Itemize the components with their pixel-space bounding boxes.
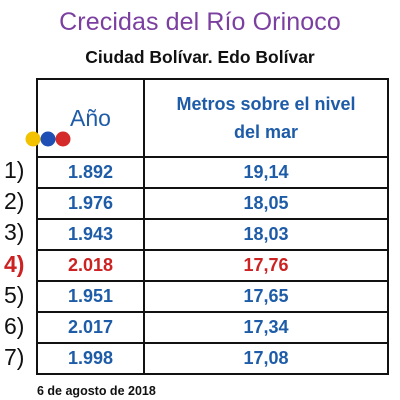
- meters-header-line2: del mar: [233, 122, 299, 142]
- page-title: Crecidas del Río Orinoco: [59, 8, 341, 36]
- rank-label: 1): [4, 157, 25, 183]
- table-row: 1.892 19,14: [36, 156, 389, 189]
- table-header-row: Año Metros sobre el nivel del mar: [36, 78, 389, 158]
- rank-label: 4): [4, 250, 25, 277]
- table-row: 1.998 17,08: [36, 342, 389, 375]
- publication-date: 6 de agosto de 2018: [37, 384, 156, 398]
- meters-cell: 18,03: [143, 218, 389, 251]
- year-cell: 1.951: [36, 280, 145, 313]
- table-row: 2.018 17,76: [36, 249, 389, 282]
- rank-label: 2): [4, 188, 25, 215]
- table-row: 1.951 17,65: [36, 280, 389, 313]
- meters-header-line1: Metros sobre el nivel: [176, 94, 356, 114]
- meters-cell: 19,14: [143, 156, 389, 189]
- year-cell: 2.017: [36, 311, 145, 344]
- tricolor-balls-logo-icon: [25, 131, 71, 147]
- meters-cell: 17,34: [143, 311, 389, 344]
- rank-label: 6): [4, 313, 25, 339]
- rank-label: 7): [4, 344, 25, 371]
- rank-label: 3): [4, 219, 25, 246]
- year-column-header: Año: [36, 78, 145, 158]
- table-row: 1.943 18,03: [36, 218, 389, 251]
- yellow-ball-icon: [25, 131, 41, 147]
- page-subtitle: Ciudad Bolívar. Edo Bolívar: [85, 47, 315, 67]
- rank-label: 5): [4, 281, 25, 308]
- year-cell: 2.018: [36, 249, 145, 282]
- flood-levels-table: Año Metros sobre el nivel del mar 1.892 1…: [36, 78, 389, 375]
- meters-cell: 17,65: [143, 280, 389, 313]
- meters-column-header: Metros sobre el nivel del mar: [143, 78, 389, 158]
- table-row: 2.017 17,34: [36, 311, 389, 344]
- meters-cell: 17,76: [143, 249, 389, 282]
- red-ball-icon: [55, 131, 71, 147]
- year-cell: 1.998: [36, 342, 145, 375]
- table-row: 1.976 18,05: [36, 187, 389, 220]
- year-cell: 1.976: [36, 187, 145, 220]
- meters-cell: 18,05: [143, 187, 389, 220]
- year-cell: 1.943: [36, 218, 145, 251]
- meters-cell: 17,08: [143, 342, 389, 375]
- blue-ball-icon: [40, 131, 56, 147]
- year-cell: 1.892: [36, 156, 145, 189]
